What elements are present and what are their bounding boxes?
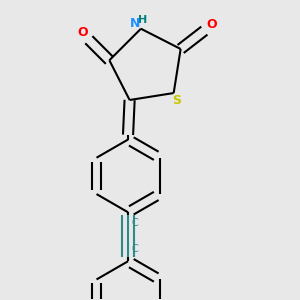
Text: C: C (132, 244, 138, 254)
Text: H: H (138, 15, 147, 25)
Text: O: O (206, 19, 217, 32)
Text: S: S (172, 94, 181, 107)
Text: O: O (78, 26, 88, 39)
Text: N: N (130, 17, 140, 31)
Text: C: C (132, 218, 138, 228)
